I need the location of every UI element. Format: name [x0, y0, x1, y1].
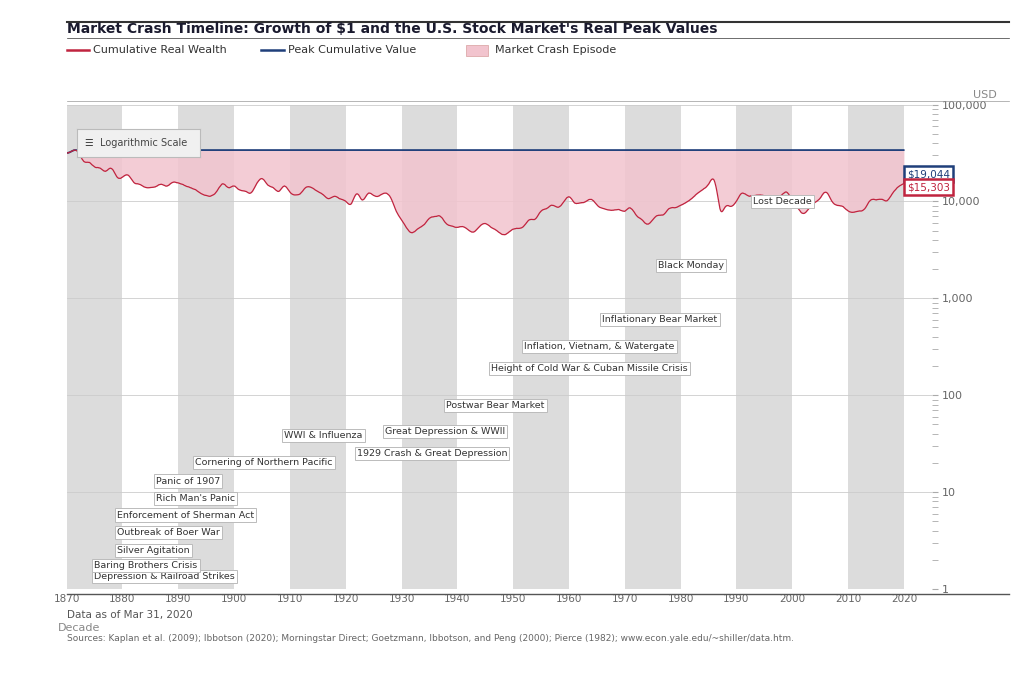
- Bar: [848, 105, 904, 589]
- Text: Inflationary Bear Market: Inflationary Bear Market: [602, 315, 718, 324]
- Text: Great Depression & WWII: Great Depression & WWII: [385, 427, 505, 436]
- Text: Height of Cold War & Cuban Missile Crisis: Height of Cold War & Cuban Missile Crisi…: [490, 364, 687, 373]
- Bar: [67, 105, 123, 589]
- Text: Cumulative Real Wealth: Cumulative Real Wealth: [93, 45, 227, 55]
- Text: Inflation, Vietnam, & Watergate: Inflation, Vietnam, & Watergate: [524, 342, 675, 351]
- Bar: [401, 105, 458, 589]
- Text: Depression & Railroad Strikes: Depression & Railroad Strikes: [94, 572, 236, 581]
- Text: 1929 Crash & Great Depression: 1929 Crash & Great Depression: [356, 449, 507, 458]
- Text: ☰  Logarithmic Scale: ☰ Logarithmic Scale: [85, 138, 187, 148]
- Text: Postwar Bear Market: Postwar Bear Market: [446, 401, 545, 410]
- Text: Sources: Kaplan et al. (2009); Ibbotson (2020); Morningstar Direct; Goetzmann, I: Sources: Kaplan et al. (2009); Ibbotson …: [67, 634, 794, 643]
- Text: USD: USD: [973, 90, 996, 100]
- Text: Cornering of Northern Pacific: Cornering of Northern Pacific: [195, 459, 333, 468]
- Text: $19,044: $19,044: [906, 169, 949, 179]
- Text: Baring Brothers Crisis: Baring Brothers Crisis: [94, 561, 198, 570]
- Text: Peak Cumulative Value: Peak Cumulative Value: [288, 45, 416, 55]
- Text: $15,303: $15,303: [906, 183, 949, 192]
- Text: Decade: Decade: [58, 623, 100, 633]
- Text: Data as of Mar 31, 2020: Data as of Mar 31, 2020: [67, 610, 193, 620]
- Bar: [736, 105, 793, 589]
- Text: Panic of 1907: Panic of 1907: [156, 477, 220, 486]
- Text: Enforcement of Sherman Act: Enforcement of Sherman Act: [117, 510, 254, 519]
- Text: Rich Man's Panic: Rich Man's Panic: [156, 494, 234, 503]
- Bar: [178, 105, 234, 589]
- Text: Lost Decade: Lost Decade: [754, 197, 812, 206]
- Bar: [625, 105, 681, 589]
- Text: Outbreak of Boer War: Outbreak of Boer War: [117, 528, 220, 537]
- Text: Silver Agitation: Silver Agitation: [117, 546, 189, 555]
- Text: Black Monday: Black Monday: [658, 261, 724, 270]
- Text: Market Crash Episode: Market Crash Episode: [495, 45, 615, 55]
- Text: Market Crash Timeline: Growth of $1 and the U.S. Stock Market's Real Peak Values: Market Crash Timeline: Growth of $1 and …: [67, 22, 717, 36]
- Bar: [513, 105, 569, 589]
- Text: WWI & Influenza: WWI & Influenza: [285, 431, 362, 441]
- Bar: [290, 105, 346, 589]
